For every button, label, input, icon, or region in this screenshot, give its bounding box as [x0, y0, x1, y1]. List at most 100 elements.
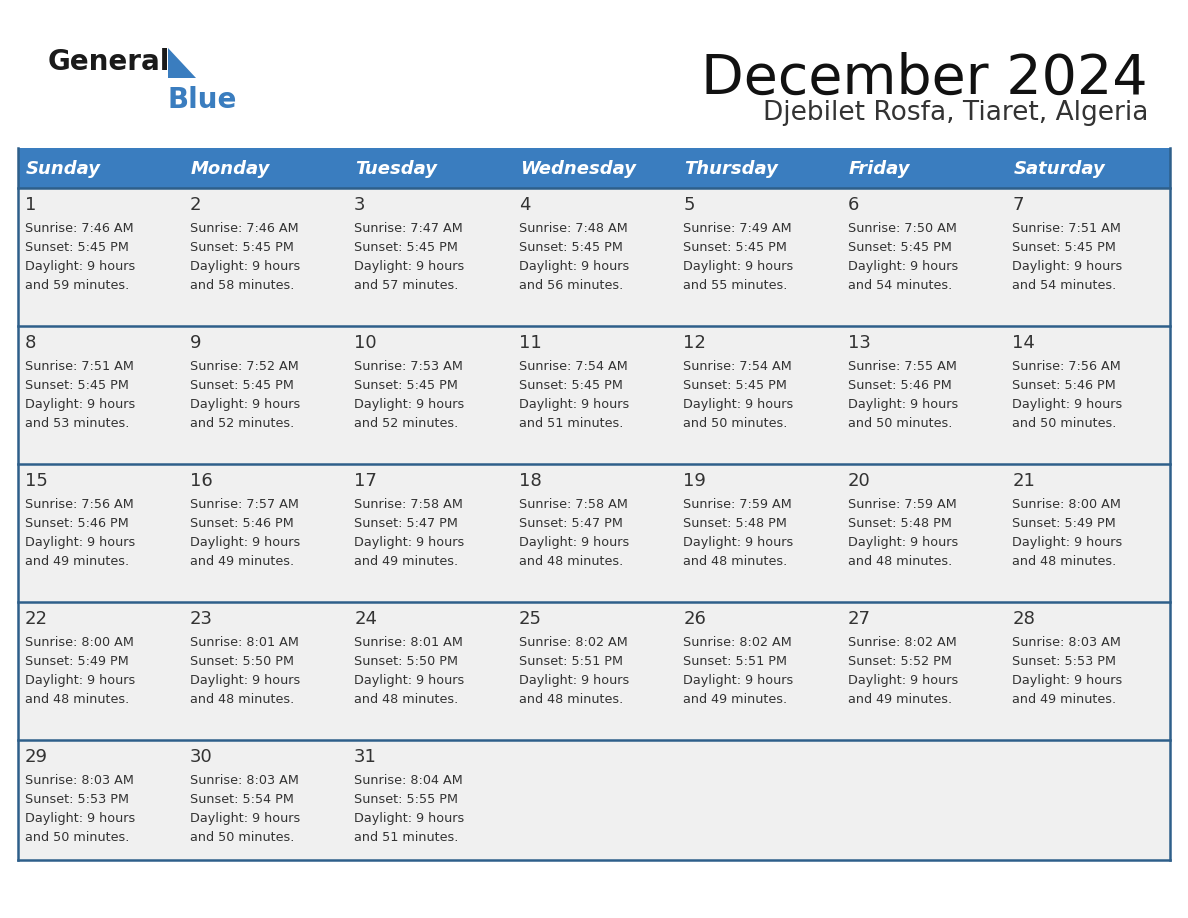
Text: and 57 minutes.: and 57 minutes. — [354, 279, 459, 292]
Text: Daylight: 9 hours: Daylight: 9 hours — [25, 260, 135, 273]
Text: and 49 minutes.: and 49 minutes. — [25, 555, 129, 568]
Text: Daylight: 9 hours: Daylight: 9 hours — [519, 674, 628, 687]
Text: Sunset: 5:45 PM: Sunset: 5:45 PM — [848, 241, 952, 254]
Text: 4: 4 — [519, 196, 530, 214]
Text: 11: 11 — [519, 334, 542, 352]
Text: and 53 minutes.: and 53 minutes. — [25, 417, 129, 430]
Text: Sunset: 5:52 PM: Sunset: 5:52 PM — [848, 655, 952, 668]
Text: Daylight: 9 hours: Daylight: 9 hours — [1012, 260, 1123, 273]
Text: Sunset: 5:45 PM: Sunset: 5:45 PM — [190, 241, 293, 254]
Text: Sunrise: 7:57 AM: Sunrise: 7:57 AM — [190, 498, 298, 511]
Text: 13: 13 — [848, 334, 871, 352]
Bar — [18, 602, 1170, 740]
Text: Daylight: 9 hours: Daylight: 9 hours — [354, 260, 465, 273]
Text: and 55 minutes.: and 55 minutes. — [683, 279, 788, 292]
Text: Sunrise: 8:04 AM: Sunrise: 8:04 AM — [354, 774, 463, 787]
Text: Sunrise: 8:01 AM: Sunrise: 8:01 AM — [190, 636, 298, 649]
Text: General: General — [48, 48, 170, 76]
Text: 31: 31 — [354, 748, 377, 766]
Text: Sunset: 5:45 PM: Sunset: 5:45 PM — [25, 241, 128, 254]
Text: 22: 22 — [25, 610, 48, 628]
Text: and 48 minutes.: and 48 minutes. — [25, 693, 129, 706]
Text: Sunrise: 7:55 AM: Sunrise: 7:55 AM — [848, 360, 956, 373]
Text: Sunset: 5:45 PM: Sunset: 5:45 PM — [25, 379, 128, 392]
Text: and 49 minutes.: and 49 minutes. — [683, 693, 788, 706]
Text: Sunrise: 7:54 AM: Sunrise: 7:54 AM — [683, 360, 792, 373]
Text: and 49 minutes.: and 49 minutes. — [190, 555, 293, 568]
Text: Daylight: 9 hours: Daylight: 9 hours — [190, 812, 299, 825]
Text: Sunset: 5:47 PM: Sunset: 5:47 PM — [354, 517, 459, 530]
Text: Daylight: 9 hours: Daylight: 9 hours — [190, 674, 299, 687]
Text: Sunset: 5:46 PM: Sunset: 5:46 PM — [1012, 379, 1117, 392]
Text: and 59 minutes.: and 59 minutes. — [25, 279, 129, 292]
Text: Daylight: 9 hours: Daylight: 9 hours — [683, 398, 794, 411]
Text: Sunrise: 7:48 AM: Sunrise: 7:48 AM — [519, 222, 627, 235]
Text: and 51 minutes.: and 51 minutes. — [354, 831, 459, 844]
Text: Sunrise: 8:02 AM: Sunrise: 8:02 AM — [683, 636, 792, 649]
Text: 19: 19 — [683, 472, 706, 490]
Text: Sunset: 5:47 PM: Sunset: 5:47 PM — [519, 517, 623, 530]
Text: 20: 20 — [848, 472, 871, 490]
Bar — [18, 464, 1170, 602]
Text: 18: 18 — [519, 472, 542, 490]
Text: Sunrise: 7:51 AM: Sunrise: 7:51 AM — [1012, 222, 1121, 235]
Text: Sunset: 5:48 PM: Sunset: 5:48 PM — [848, 517, 952, 530]
Text: Daylight: 9 hours: Daylight: 9 hours — [25, 674, 135, 687]
Text: 27: 27 — [848, 610, 871, 628]
Text: Sunset: 5:55 PM: Sunset: 5:55 PM — [354, 793, 459, 806]
Text: and 48 minutes.: and 48 minutes. — [519, 555, 623, 568]
Text: Sunrise: 7:56 AM: Sunrise: 7:56 AM — [1012, 360, 1121, 373]
Text: Sunset: 5:46 PM: Sunset: 5:46 PM — [25, 517, 128, 530]
Text: and 58 minutes.: and 58 minutes. — [190, 279, 293, 292]
Text: Tuesday: Tuesday — [355, 160, 437, 178]
Text: Sunrise: 7:46 AM: Sunrise: 7:46 AM — [190, 222, 298, 235]
Text: Monday: Monday — [190, 160, 270, 178]
Text: 21: 21 — [1012, 472, 1035, 490]
Text: 10: 10 — [354, 334, 377, 352]
Text: Sunset: 5:46 PM: Sunset: 5:46 PM — [848, 379, 952, 392]
Text: and 54 minutes.: and 54 minutes. — [848, 279, 952, 292]
Text: Sunday: Sunday — [26, 160, 101, 178]
Text: 25: 25 — [519, 610, 542, 628]
Text: Daylight: 9 hours: Daylight: 9 hours — [25, 812, 135, 825]
Text: 23: 23 — [190, 610, 213, 628]
Text: Sunrise: 7:47 AM: Sunrise: 7:47 AM — [354, 222, 463, 235]
Text: and 54 minutes.: and 54 minutes. — [1012, 279, 1117, 292]
Text: Sunset: 5:45 PM: Sunset: 5:45 PM — [519, 241, 623, 254]
Text: Sunrise: 8:03 AM: Sunrise: 8:03 AM — [1012, 636, 1121, 649]
Text: Sunset: 5:46 PM: Sunset: 5:46 PM — [190, 517, 293, 530]
Text: 12: 12 — [683, 334, 706, 352]
Text: Daylight: 9 hours: Daylight: 9 hours — [519, 260, 628, 273]
Text: 30: 30 — [190, 748, 213, 766]
Text: Sunrise: 7:46 AM: Sunrise: 7:46 AM — [25, 222, 133, 235]
Text: and 50 minutes.: and 50 minutes. — [683, 417, 788, 430]
Text: Sunset: 5:51 PM: Sunset: 5:51 PM — [683, 655, 788, 668]
Text: 2: 2 — [190, 196, 201, 214]
Text: 9: 9 — [190, 334, 201, 352]
Text: Sunrise: 7:49 AM: Sunrise: 7:49 AM — [683, 222, 792, 235]
Bar — [18, 148, 1170, 188]
Text: and 49 minutes.: and 49 minutes. — [848, 693, 952, 706]
Text: and 52 minutes.: and 52 minutes. — [190, 417, 293, 430]
Text: Daylight: 9 hours: Daylight: 9 hours — [25, 398, 135, 411]
Text: Daylight: 9 hours: Daylight: 9 hours — [519, 536, 628, 549]
Bar — [18, 326, 1170, 464]
Text: Blue: Blue — [168, 86, 238, 114]
Text: 1: 1 — [25, 196, 37, 214]
Text: Daylight: 9 hours: Daylight: 9 hours — [683, 674, 794, 687]
Text: Sunset: 5:50 PM: Sunset: 5:50 PM — [190, 655, 293, 668]
Text: Sunrise: 7:58 AM: Sunrise: 7:58 AM — [519, 498, 627, 511]
Text: Daylight: 9 hours: Daylight: 9 hours — [1012, 398, 1123, 411]
Text: and 50 minutes.: and 50 minutes. — [848, 417, 953, 430]
Text: and 48 minutes.: and 48 minutes. — [683, 555, 788, 568]
Text: Sunset: 5:51 PM: Sunset: 5:51 PM — [519, 655, 623, 668]
Text: Sunset: 5:45 PM: Sunset: 5:45 PM — [354, 379, 459, 392]
Text: and 49 minutes.: and 49 minutes. — [354, 555, 459, 568]
Text: Sunset: 5:49 PM: Sunset: 5:49 PM — [25, 655, 128, 668]
Text: and 48 minutes.: and 48 minutes. — [848, 555, 952, 568]
Text: Sunset: 5:45 PM: Sunset: 5:45 PM — [519, 379, 623, 392]
Text: 29: 29 — [25, 748, 48, 766]
Text: Daylight: 9 hours: Daylight: 9 hours — [519, 398, 628, 411]
Text: 3: 3 — [354, 196, 366, 214]
Text: Daylight: 9 hours: Daylight: 9 hours — [190, 536, 299, 549]
